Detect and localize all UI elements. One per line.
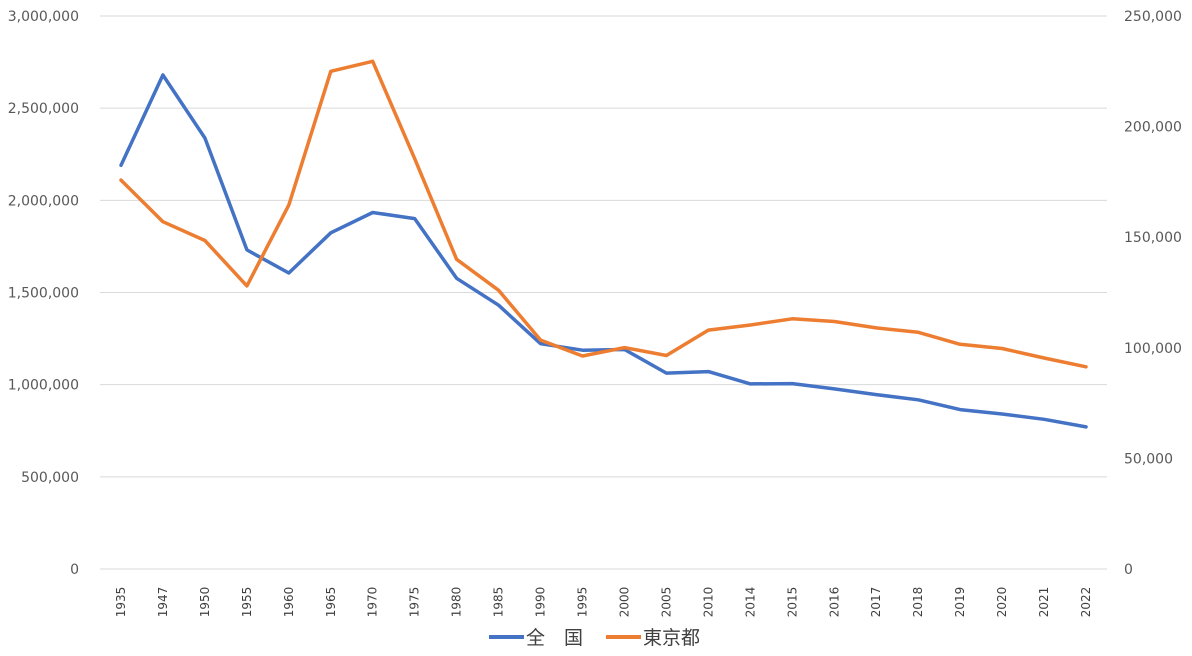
x-tick-label: 1935: [114, 587, 128, 618]
right-axis: 0 50,000 100,000 150,000 200,000 250,000: [1124, 9, 1182, 578]
series-line-2: [119, 59, 1088, 369]
right-tick-label: 250,000: [1124, 9, 1182, 25]
left-tick-label: 2,000,000: [8, 193, 79, 209]
left-tick-label: 2,500,000: [8, 101, 79, 117]
x-tick-label: 2010: [701, 587, 715, 618]
right-tick-label: 50,000: [1124, 451, 1173, 467]
right-tick-label: 200,000: [1124, 120, 1182, 136]
legend: 全 国 東京都: [489, 627, 700, 649]
x-tick-label: 2017: [869, 587, 883, 618]
x-tick-label: 1990: [534, 587, 548, 618]
right-tick-label: 0: [1124, 562, 1133, 578]
right-tick-label: 100,000: [1124, 341, 1182, 357]
series-lines: [119, 59, 1088, 429]
x-tick-label: 1995: [576, 587, 590, 618]
left-tick-label: 1,000,000: [8, 378, 79, 394]
x-axis: 1935 1947 1950 1955 1960 1965 1970 1975 1980 1985…: [114, 587, 1093, 618]
left-tick-label: 1,500,000: [8, 286, 79, 302]
x-tick-label: 2021: [1037, 587, 1051, 618]
x-tick-label: 2015: [785, 587, 799, 618]
x-tick-label: 2022: [1079, 587, 1093, 618]
legend-label-series-1: 全 国: [526, 627, 583, 649]
x-tick-label: 1947: [156, 587, 170, 618]
x-tick-label: 1955: [240, 587, 254, 618]
x-tick-label: 1970: [366, 587, 380, 618]
x-tick-label: 1975: [408, 587, 422, 618]
x-tick-label: 1985: [492, 587, 506, 618]
x-tick-label: 2016: [827, 587, 841, 618]
x-tick-label: 2020: [995, 587, 1009, 618]
x-tick-label: 1950: [198, 587, 212, 618]
legend-label-series-2: 東京都: [643, 627, 700, 649]
left-axis: 0 500,000 1,000,000 1,500,000 2,000,000 2,500…: [8, 9, 79, 578]
gridlines: [100, 15, 1107, 570]
x-tick-label: 2019: [953, 587, 967, 618]
x-tick-label: 2000: [617, 587, 631, 618]
x-tick-label: 1960: [282, 587, 296, 618]
x-tick-label: 1965: [324, 587, 338, 618]
x-tick-label: 1980: [450, 587, 464, 618]
x-tick-label: 2018: [911, 587, 925, 618]
left-tick-label: 0: [70, 562, 79, 578]
series-line-1: [119, 73, 1088, 429]
right-tick-label: 150,000: [1124, 230, 1182, 246]
x-tick-label: 2005: [659, 587, 673, 618]
left-tick-label: 500,000: [21, 470, 79, 486]
left-tick-label: 3,000,000: [8, 9, 79, 25]
x-tick-label: 2014: [743, 587, 757, 618]
